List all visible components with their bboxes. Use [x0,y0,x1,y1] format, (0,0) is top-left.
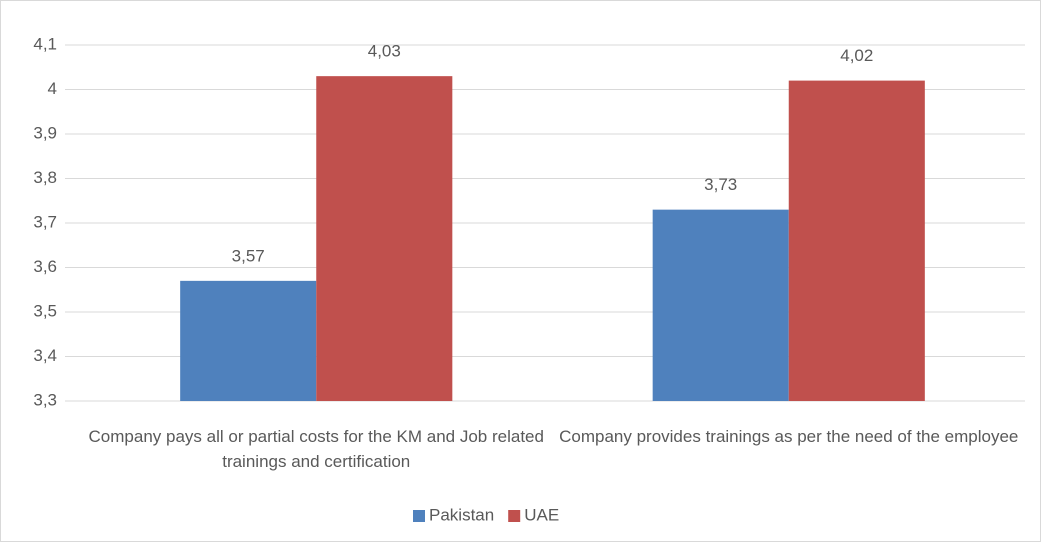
y-tick-label: 3,8 [33,168,57,187]
legend-swatch [413,510,425,522]
x-tick-label: Company pays all or partial costs for th… [88,427,544,471]
y-tick-label: 3,3 [33,390,57,409]
legend-swatch [508,510,521,522]
data-label: 4,02 [840,46,873,65]
data-label: 4,03 [368,42,401,61]
bar [316,76,453,402]
y-tick-label: 3,7 [33,212,57,231]
data-label: 3,73 [704,175,737,194]
y-tick-label: 4 [48,79,57,98]
bar [652,209,789,401]
bar [788,80,925,401]
legend-label: UAE [524,505,559,524]
y-tick-label: 3,5 [33,301,57,320]
data-label: 3,57 [232,246,265,265]
y-tick-label: 3,6 [33,257,57,276]
y-tick-label: 3,4 [33,346,57,365]
y-tick-label: 4,1 [33,34,57,53]
bar [180,280,317,401]
y-tick-label: 3,9 [33,123,57,142]
x-tick-label: Company provides trainings as per the ne… [559,427,1019,446]
legend-label: Pakistan [429,505,494,524]
